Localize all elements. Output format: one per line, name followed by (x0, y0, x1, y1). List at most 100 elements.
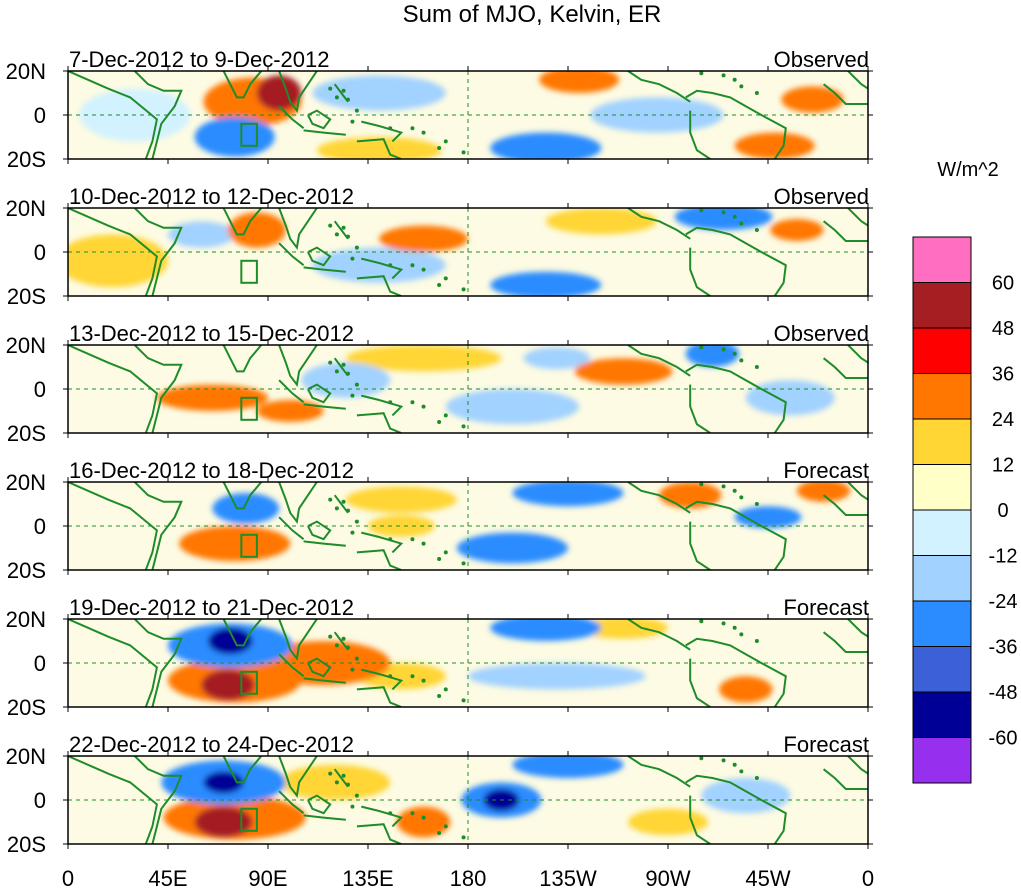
coastline (689, 658, 711, 707)
colorbar-units: W/m^2 (937, 159, 999, 181)
coastline (627, 482, 691, 514)
island (739, 632, 744, 637)
island (354, 793, 359, 798)
island (754, 228, 759, 232)
coastline (278, 345, 318, 388)
panel-period: 13-Dec-2012 to 15-Dec-2012 (69, 321, 354, 346)
y-tick-label: 20N (6, 470, 46, 495)
coastline (627, 208, 691, 240)
y-tick-label: 20S (7, 421, 46, 446)
y-tick-label: 20S (7, 558, 46, 583)
anomaly-field (168, 619, 773, 703)
anomaly-blob (316, 137, 442, 159)
reference-box (240, 259, 258, 284)
island (346, 97, 350, 102)
island (350, 667, 355, 672)
panel-status: Forecast (783, 732, 869, 757)
x-tick-label: 0 (862, 866, 874, 889)
x-tick-label: 90E (248, 866, 287, 889)
y-tick-label: 0 (34, 514, 46, 539)
anomaly-blob (734, 506, 802, 529)
island (346, 371, 350, 376)
anomaly-blob (490, 132, 602, 159)
anomaly-blob (523, 347, 591, 370)
island (739, 495, 744, 500)
panel-period: 16-Dec-2012 to 18-Dec-2012 (69, 458, 354, 483)
y-tick-label: 20S (7, 284, 46, 309)
colorbar-swatch (912, 646, 972, 693)
island (354, 656, 359, 661)
y-tick-label: 0 (34, 788, 46, 813)
anomaly-blob (719, 676, 773, 703)
island (354, 519, 359, 524)
coastline (278, 379, 305, 403)
y-tick-label: 20S (7, 832, 46, 857)
colorbar-swatch (912, 555, 972, 602)
island (421, 678, 426, 683)
island (341, 362, 346, 367)
x-tick-label: 180 (450, 866, 487, 889)
coastline (133, 482, 183, 570)
coastline (333, 357, 349, 377)
anomaly-blob (628, 808, 708, 836)
reference-box (240, 533, 258, 558)
island (699, 345, 704, 350)
anomaly-blob (212, 493, 280, 524)
island (350, 119, 355, 124)
y-tick-label: 20S (7, 695, 46, 720)
island (341, 773, 346, 778)
y-tick-label: 20S (7, 147, 46, 172)
coastline (356, 138, 402, 159)
island (732, 214, 737, 219)
colorbar-swatch (912, 600, 972, 647)
coastline (847, 619, 868, 638)
island (461, 698, 466, 703)
island (388, 400, 393, 405)
anomaly-field (79, 71, 844, 159)
island (437, 694, 442, 698)
coastline (303, 814, 346, 821)
island (721, 484, 726, 489)
island (754, 639, 759, 643)
coastlines (68, 208, 868, 296)
anomaly-blob (201, 669, 255, 701)
x-tick-label: 45W (745, 866, 790, 889)
island (410, 811, 415, 816)
coastline (222, 208, 263, 236)
coastline (222, 482, 263, 510)
coastline (278, 653, 305, 677)
reference-box (240, 122, 258, 147)
anomaly-blob (379, 225, 468, 252)
coastline (278, 208, 318, 251)
island (739, 358, 744, 363)
anomaly-blob (545, 208, 657, 235)
coastline (68, 208, 159, 296)
island (410, 400, 415, 405)
anomaly-blob (490, 271, 602, 296)
anomaly-blob (734, 132, 815, 159)
coastline (307, 246, 332, 267)
island (410, 537, 415, 542)
coastline (822, 494, 868, 516)
island (346, 645, 350, 650)
island (410, 674, 415, 679)
anomaly-blob (179, 526, 291, 562)
coastline (356, 686, 402, 707)
island (732, 351, 737, 356)
island (437, 831, 442, 835)
island (354, 382, 359, 387)
island (461, 287, 466, 292)
anomaly-blob (468, 663, 646, 690)
coastline (278, 105, 305, 129)
island (410, 263, 415, 268)
island (328, 360, 333, 365)
coastline (689, 384, 711, 433)
anomaly-blob (512, 482, 624, 507)
anomaly-field (68, 208, 824, 296)
coastline (133, 756, 183, 844)
coastline (278, 242, 305, 266)
x-axis: 0 45E 90E 135E 180 135W 90W 45W 0 (62, 866, 874, 889)
coastline (847, 345, 868, 364)
colorbar-swatch (912, 737, 972, 784)
